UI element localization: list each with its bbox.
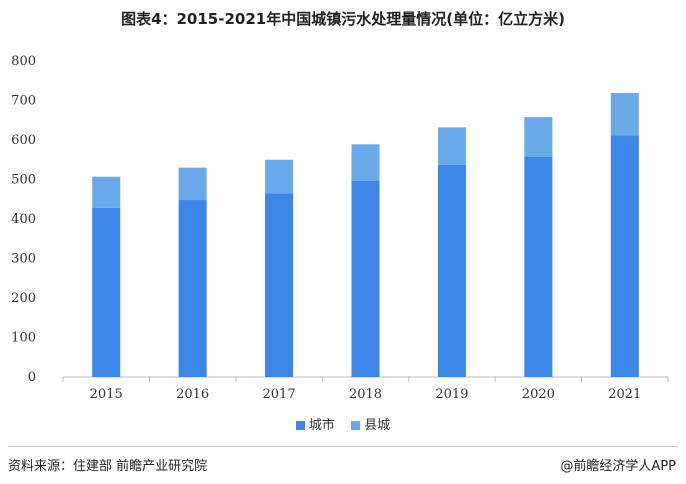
y-tick-label: 100 xyxy=(11,331,36,346)
legend-item-county: 县城 xyxy=(351,414,390,433)
y-tick-label: 300 xyxy=(11,252,36,267)
y-tick-label: 0 xyxy=(28,370,36,385)
x-tick-label: 2018 xyxy=(349,387,382,402)
bar-city xyxy=(524,156,553,377)
x-tick-label: 2015 xyxy=(90,387,123,402)
bar-city xyxy=(351,180,380,377)
bar-county xyxy=(524,117,553,157)
chart-title: 图表4：2015-2021年中国城镇污水处理量情况(单位：亿立方米) xyxy=(121,10,565,28)
footer-divider xyxy=(8,446,678,447)
bar-county xyxy=(351,144,380,181)
x-tick-label: 2016 xyxy=(176,387,209,402)
y-tick-label: 700 xyxy=(11,94,36,109)
bar-city xyxy=(92,207,121,377)
bar-county xyxy=(265,159,294,194)
y-tick-label: 600 xyxy=(11,133,36,148)
legend-swatch-city xyxy=(295,421,305,430)
y-tick-label: 200 xyxy=(11,291,36,306)
bar-city xyxy=(265,193,294,377)
brand-credit: @前瞻经济学人APP xyxy=(560,459,676,474)
bar-county xyxy=(437,127,466,165)
bar-county xyxy=(610,92,639,136)
bar-city xyxy=(437,164,466,377)
legend-item-city: 城市 xyxy=(295,414,335,433)
legend-label-county: 县城 xyxy=(364,418,391,433)
x-tick-label: 2021 xyxy=(608,387,641,402)
y-tick-label: 400 xyxy=(11,212,36,227)
y-tick-label: 500 xyxy=(11,173,36,188)
legend: 城市 县城 xyxy=(0,414,686,433)
x-tick-label: 2019 xyxy=(435,387,468,402)
bar-city xyxy=(178,200,207,377)
source-note: 资料来源：住建部 前瞻产业研究院 xyxy=(8,459,208,474)
legend-label-city: 城市 xyxy=(308,418,335,433)
legend-swatch-county xyxy=(351,421,361,430)
x-tick-label: 2020 xyxy=(522,387,555,402)
bar-county xyxy=(178,167,207,201)
bar-county xyxy=(92,176,121,208)
x-tick-label: 2017 xyxy=(263,387,296,402)
bar-city xyxy=(610,135,639,377)
y-tick-label: 800 xyxy=(11,54,36,69)
